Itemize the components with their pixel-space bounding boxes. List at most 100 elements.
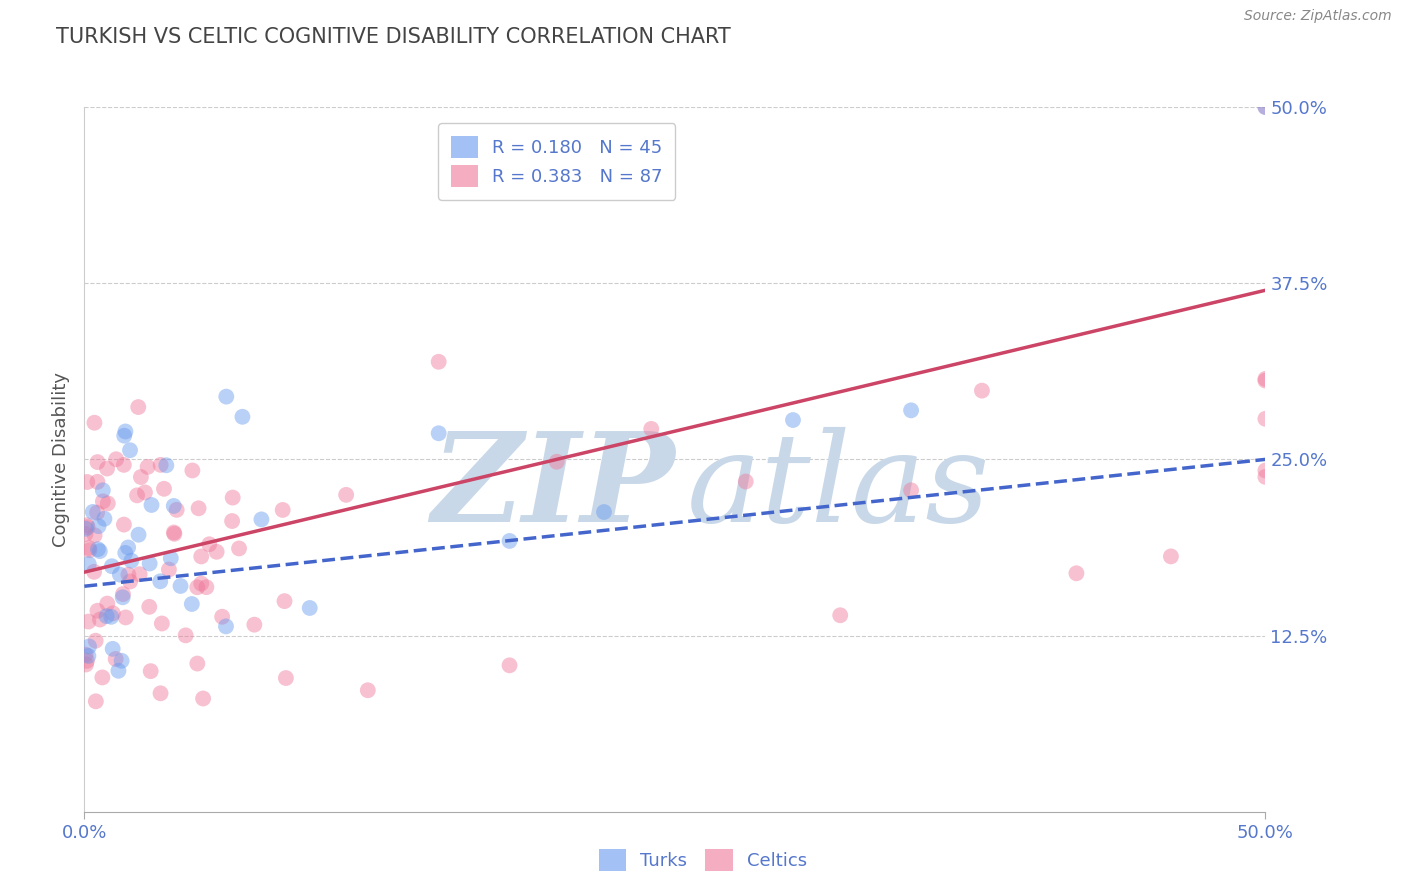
- Point: [129, 470, 152, 484]
- Point: [335, 488, 357, 502]
- Point: [89, 613, 111, 627]
- Point: [100, 609, 122, 624]
- Point: [83, 416, 105, 430]
- Point: [357, 683, 380, 698]
- Point: [1066, 566, 1088, 581]
- Point: [127, 400, 149, 414]
- Point: [111, 591, 134, 605]
- Point: [101, 559, 124, 574]
- Point: [215, 619, 238, 633]
- Point: [105, 452, 128, 467]
- Point: [163, 499, 186, 513]
- Legend: R = 0.180   N = 45, R = 0.383   N = 87: R = 0.180 N = 45, R = 0.383 N = 87: [439, 123, 675, 200]
- Point: [75, 527, 97, 541]
- Point: [117, 567, 139, 582]
- Point: [427, 355, 450, 369]
- Point: [77, 541, 100, 555]
- Point: [205, 545, 228, 559]
- Point: [91, 483, 114, 498]
- Point: [96, 597, 118, 611]
- Point: [1254, 463, 1277, 477]
- Legend: Turks, Celtics: Turks, Celtics: [592, 842, 814, 879]
- Point: [1254, 372, 1277, 386]
- Point: [114, 425, 136, 439]
- Point: [221, 491, 243, 505]
- Point: [136, 459, 159, 474]
- Point: [1254, 100, 1277, 114]
- Point: [86, 604, 108, 618]
- Point: [118, 443, 141, 458]
- Point: [271, 503, 294, 517]
- Point: [734, 475, 756, 489]
- Point: [86, 475, 108, 489]
- Point: [191, 691, 214, 706]
- Point: [215, 390, 238, 404]
- Point: [120, 574, 142, 589]
- Point: [190, 576, 212, 591]
- Point: [114, 546, 136, 560]
- Point: [1254, 374, 1277, 388]
- Point: [97, 496, 120, 510]
- Point: [76, 520, 98, 534]
- Point: [1254, 411, 1277, 425]
- Point: [77, 615, 100, 629]
- Point: [84, 633, 107, 648]
- Point: [181, 463, 204, 477]
- Point: [86, 455, 108, 469]
- Point: [77, 648, 100, 663]
- Point: [195, 580, 218, 594]
- Point: [112, 428, 135, 442]
- Point: [96, 461, 118, 475]
- Point: [138, 557, 160, 571]
- Point: [149, 458, 172, 472]
- Point: [498, 658, 520, 673]
- Point: [186, 657, 208, 671]
- Point: [107, 664, 129, 678]
- Point: [250, 512, 273, 526]
- Point: [153, 482, 176, 496]
- Point: [149, 686, 172, 700]
- Point: [163, 526, 186, 541]
- Point: [83, 528, 105, 542]
- Point: [782, 413, 804, 427]
- Point: [186, 580, 208, 594]
- Text: ZIP: ZIP: [432, 426, 675, 549]
- Point: [75, 657, 97, 672]
- Point: [101, 641, 124, 656]
- Point: [111, 587, 134, 601]
- Point: [93, 512, 115, 526]
- Point: [1254, 100, 1277, 114]
- Point: [82, 505, 104, 519]
- Point: [87, 542, 110, 557]
- Point: [228, 541, 250, 556]
- Point: [273, 594, 295, 608]
- Point: [112, 517, 135, 532]
- Point: [593, 505, 616, 519]
- Point: [141, 498, 163, 512]
- Point: [77, 557, 100, 571]
- Point: [84, 694, 107, 708]
- Point: [190, 549, 212, 564]
- Point: [198, 537, 221, 551]
- Point: [274, 671, 297, 685]
- Point: [117, 541, 139, 555]
- Point: [83, 565, 105, 579]
- Point: [86, 506, 108, 520]
- Point: [91, 670, 114, 684]
- Point: [75, 648, 97, 662]
- Point: [169, 579, 191, 593]
- Point: [546, 455, 568, 469]
- Point: [166, 503, 188, 517]
- Point: [163, 525, 186, 540]
- Point: [76, 475, 98, 489]
- Point: [150, 616, 173, 631]
- Point: [180, 597, 202, 611]
- Point: [174, 628, 197, 642]
- Point: [104, 652, 127, 666]
- Point: [1160, 549, 1182, 564]
- Point: [243, 617, 266, 632]
- Point: [157, 562, 180, 576]
- Point: [128, 567, 150, 582]
- Point: [900, 483, 922, 498]
- Point: [79, 543, 101, 558]
